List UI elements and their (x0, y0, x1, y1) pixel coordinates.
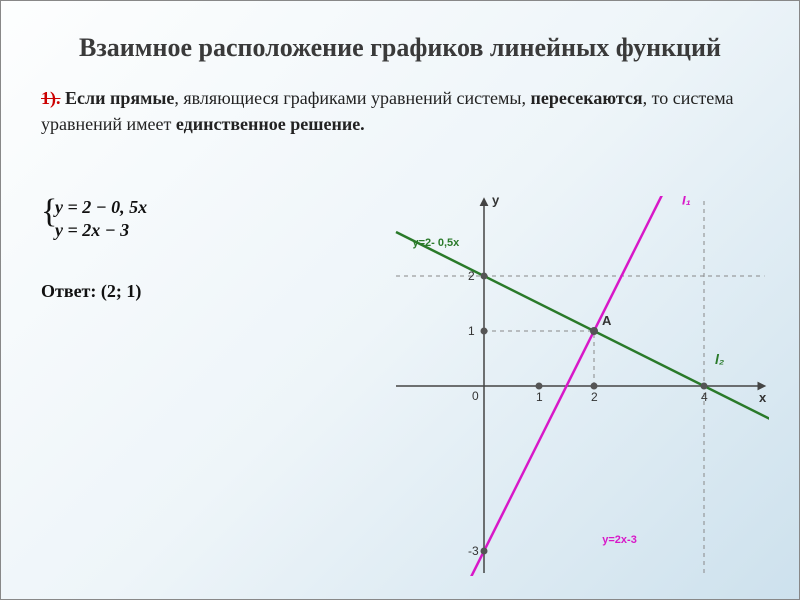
system-brace: { (41, 195, 57, 229)
svg-text:1: 1 (536, 390, 543, 404)
para-bold-3: единственное решение. (176, 114, 365, 134)
slide-title: Взаимное расположение графиков линейных … (1, 1, 799, 75)
svg-text:2: 2 (591, 390, 598, 404)
svg-text:y=2x-3: y=2x-3 (602, 534, 637, 546)
svg-text:l₁: l₁ (682, 196, 691, 208)
svg-text:1: 1 (468, 324, 475, 338)
svg-text:A: A (602, 313, 612, 328)
chart-container: 0 x y A 1 2 4 1 2 -3 l₁ l₂ y=2- 0,5x y=2x-3 (394, 196, 769, 576)
answer-label: Ответ: (41, 281, 96, 301)
svg-text:x: x (759, 390, 767, 405)
para-bold-2: пересекаются (530, 88, 642, 108)
svg-text:4: 4 (701, 390, 708, 404)
svg-text:-3: -3 (468, 544, 479, 558)
answer-value: (2; 1) (101, 281, 141, 301)
para-text-1: , являющиеся графиками уравнений системы… (174, 88, 530, 108)
svg-text:y: y (492, 196, 500, 208)
svg-text:0: 0 (472, 389, 479, 403)
svg-text:2: 2 (468, 269, 475, 283)
svg-text:y=2- 0,5x: y=2- 0,5x (413, 237, 461, 249)
graph-plot: 0 x y A 1 2 4 1 2 -3 l₁ l₂ y=2- 0,5x y=2x-3 (394, 196, 769, 576)
svg-text:l₂: l₂ (715, 351, 724, 367)
para-number: 1). (41, 88, 61, 108)
para-bold-1: Если прямые (61, 88, 175, 108)
body-paragraph: 1). Если прямые, являющиеся графиками ур… (41, 85, 759, 137)
